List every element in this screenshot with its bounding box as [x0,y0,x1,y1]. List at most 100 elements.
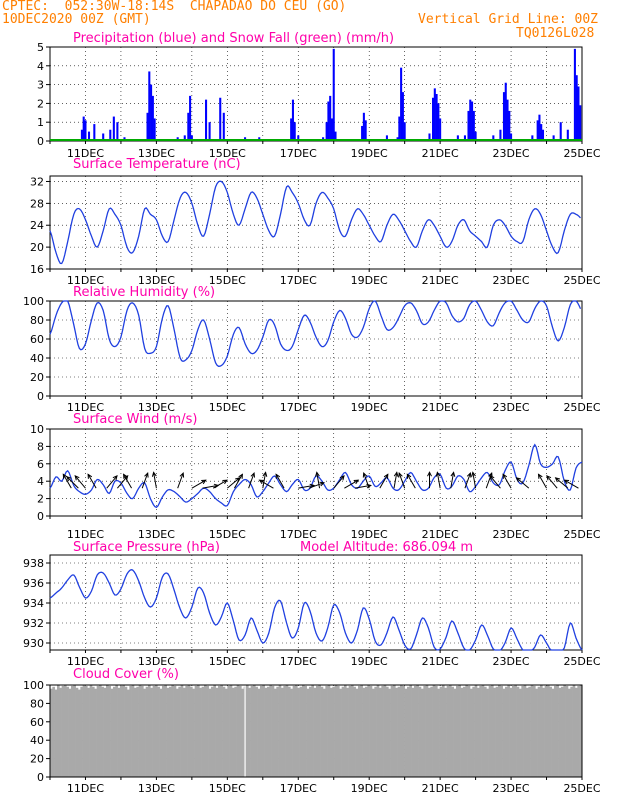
cloud-bar [500,685,503,777]
wind-arrow-head [62,473,68,479]
panel-frame [49,428,583,517]
cloud-bar [465,685,468,777]
series-line [49,180,581,265]
cloud-bar [215,687,219,777]
cloud-bar [292,685,296,777]
wind-arrow [393,472,398,489]
wind-arrow [298,484,315,489]
y-tick-label: 0 [37,510,44,523]
cloud-bar [428,687,431,777]
precip-bar [469,99,472,141]
cloud-bar [493,687,496,777]
precip-bar [463,135,466,141]
cloud-bar [173,685,177,777]
cloud-bar [187,685,191,777]
wind-arrow-head [537,473,543,479]
precip-bar [400,67,403,141]
y-tick-label: 10 [30,423,44,436]
panel-frame [49,46,583,142]
cloud-bar [565,685,569,777]
cloud-bar [526,687,529,777]
cloud-bar [509,687,513,777]
cloud-bar [66,686,69,777]
cloud-bar [521,685,524,777]
y-tick-label: 100 [23,295,44,308]
wind-arrow [344,479,359,489]
precip-bar [332,48,335,141]
cloud-bar [516,686,520,777]
wind-arrow-head [339,475,345,481]
cloud-bar [311,685,314,777]
cloud-bar [276,686,279,777]
wind-arrow-head [222,479,228,485]
y-tick-label: 16 [30,263,44,276]
cloud-bar [414,685,417,777]
cloud-bar [323,688,326,777]
wind-arrow-head [362,472,368,478]
precip-bar [330,118,333,141]
cloud-bar [236,685,240,777]
cloud-bar [502,688,506,777]
cloud-bar [306,688,310,777]
wind-arrow [87,474,97,489]
y-tick-label: 28 [30,197,44,210]
precip-bar [398,116,401,141]
cloud-bar [381,685,384,777]
cloud-bar [73,685,76,777]
wind-arrow-head [179,472,185,478]
header-station: CPTEC: 052:30W-18:14S CHAPADAO DO CEU (G… [2,0,347,14]
cloud-bar [488,685,492,777]
cloud-bar [467,685,471,777]
cloud-bar [456,685,459,777]
precip-bar [456,135,459,141]
cloud-bar [299,686,303,777]
y-tick-label: 5 [37,41,44,54]
cloud-bar [400,685,403,777]
cloud-bar [278,685,282,777]
wind-arrow [363,472,370,489]
cloud-bar [94,688,97,777]
cloud-bar [131,685,135,777]
wind-arrow-head [201,479,207,485]
cloud-bar [101,686,104,777]
x-tick-label: 25DEC [563,782,600,795]
cloud-bar [423,685,426,777]
precip-bar [531,135,534,141]
cloud-bar [241,688,244,777]
series-line [49,569,583,651]
precip-bar [432,97,435,141]
x-tick-label: 19DEC [351,147,388,160]
cloud-bar [572,685,576,777]
cloud-bar [458,685,461,777]
panel-frame [49,175,583,270]
precip-bar [540,124,543,141]
cloud-bar [110,688,114,777]
precip-bar [151,95,154,141]
y-tick-label: 20 [30,241,44,254]
precip-bar [361,125,364,141]
cloud-bar [145,686,149,777]
wind-arrow [333,475,345,489]
cloud-bar [561,686,564,777]
x-tick-label: 25DEC [563,401,600,414]
cloud-bar [85,685,88,777]
cloud-bar [75,687,79,777]
x-tick-label: 11DEC [67,147,104,160]
cloud-bar [208,688,212,777]
y-tick-label: 80 [30,697,44,710]
y-tick-label: 32 [30,175,44,188]
header-model: TQ0126L028 [516,26,595,41]
cloud-bar [159,688,163,777]
x-tick-label: 25DEC [563,274,600,287]
cloud-bar [505,686,508,777]
wind-arrow-head [262,471,268,477]
cloud-bar [232,687,235,777]
precip-bar [329,95,332,141]
cloud-bar [281,687,284,777]
cloud-bar [568,688,571,777]
cloud-bar [460,687,464,777]
cloud-bar [120,685,123,777]
cloud-bar [64,685,67,777]
panel-frame [49,300,583,397]
